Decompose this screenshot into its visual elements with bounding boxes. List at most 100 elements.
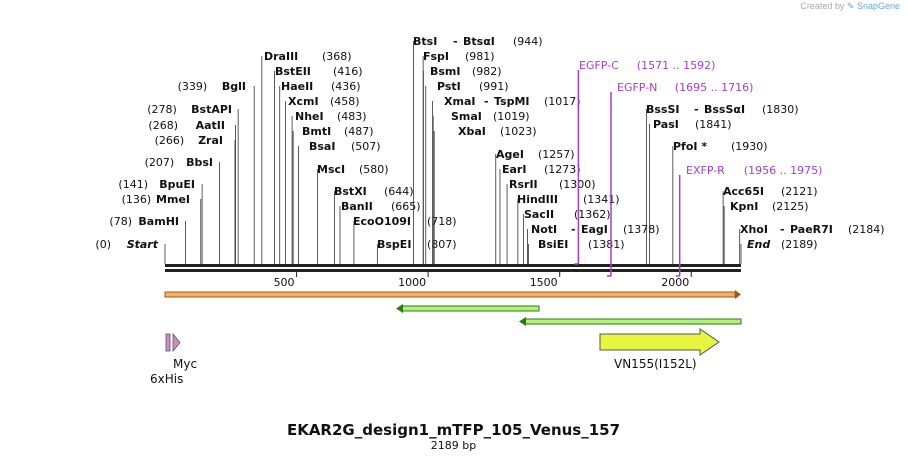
site-name-BstAPI: BstAPI [191,103,232,116]
site-pos-XhoI: (2184) [848,223,885,236]
site-name-XcmI: XcmI [288,95,319,108]
site-pos-MmeI: (136) [122,193,152,206]
site-name-SmaI: SmaI [451,110,482,123]
site-pos-ZraI: (266) [155,134,185,147]
site-name-PfoI *: PfoI * [673,140,707,153]
site-name2-BtsαI: BtsαI [463,35,495,48]
site-pos-XbaI: (1023) [500,125,537,138]
site-name-EarI: EarI [502,163,526,176]
site-pos-XcmI: (458) [330,95,360,108]
site-name-BamHI: BamHI [138,215,179,228]
credit-brand: SnapGene [856,1,900,11]
site-name-BtsI: BtsI [413,35,437,48]
site-pos-BpuEI: (141) [118,178,148,191]
green-orf-2 [524,318,742,325]
primer-name-EGFP-C: EGFP-C [579,59,619,72]
site-pos-Acc65I: (2121) [781,185,818,198]
site-pos-SacII: (1362) [574,208,611,221]
site-pos-PasI: (1841) [695,118,732,131]
site-name-BstEII: BstEII [275,65,311,78]
site-pos-BsmI: (982) [472,65,502,78]
primer-range-EXFP-R: (1956 .. 1975) [744,164,823,177]
site-name-MmeI: MmeI [156,193,190,206]
site-name-NheI: NheI [295,110,324,123]
feature-label-Myc: Myc [173,357,197,371]
site-name-HindIII: HindIII [517,193,558,206]
site-pos-NheI: (483) [337,110,367,123]
site-name-BsiEI: BsiEI [538,238,568,251]
site-pos-KpnI: (2125) [772,200,809,213]
site-name-AgeI: AgeI [496,148,524,161]
site-pos-BstAPI: (278) [147,103,177,116]
primer-range-EGFP-N: (1695 .. 1716) [675,81,754,94]
feature-label-6xHis: 6xHis [150,372,183,386]
primer-name-EXFP-R: EXFP-R [686,164,725,177]
site-name-HaeII: HaeII [281,80,313,93]
site-name-BanII: BanII [341,200,373,213]
site-name-SacII: SacII [524,208,554,221]
site-pos-PstI: (991) [479,80,509,93]
orf-bar [164,291,736,298]
site-dash-BtsI: - [453,35,458,48]
site-pos-DraIII: (368) [322,50,352,63]
site-name-BsaI: BsaI [309,140,335,153]
site-pos-HindIII: (1341) [583,193,620,206]
ruler-label-500: 500 [274,276,295,289]
site-pos-BstEII: (416) [333,65,363,78]
site-pos-BsaI: (507) [351,140,381,153]
snapgene-credit: Created by ✎ SnapGene [800,1,900,12]
site-pos-Start: (0) [95,238,111,251]
green-orf-1-head [396,304,403,313]
site-pos-BamHI: (78) [109,215,132,228]
site-pos-AatII: (268) [148,119,178,132]
site-pos-XmaI: (1017) [544,95,581,108]
site-name-ZraI: ZraI [198,134,223,147]
site-name2-TspMI: TspMI [494,95,530,108]
site-pos-PfoI *: (1930) [731,140,768,153]
orf-arrow-head [735,290,741,299]
site-name-BsmI: BsmI [430,65,461,78]
site-name-End: End [747,238,770,251]
green-orf-2-head [519,317,526,326]
site-pos-BglI: (339) [178,80,208,93]
site-dash-XhoI: - [780,223,785,236]
primer-name-EGFP-N: EGFP-N [617,81,657,94]
ruler-label-1000: 1000 [398,276,426,289]
site-pos-NotI: (1378) [623,223,660,236]
site-name-BssSI: BssSI [646,103,680,116]
site-name-BspEI: BspEI [377,238,411,251]
site-pos-EarI: (1273) [544,163,581,176]
feature-label-vn155: VN155(I152L) [614,357,697,371]
site-pos-BbsI: (207) [145,156,175,169]
green-orf-1 [401,305,540,312]
site-pos-BtsI: (944) [513,35,543,48]
site-pos-BssSI: (1830) [762,103,799,116]
ruler-label-2000: 2000 [661,276,689,289]
his-tag-box [165,333,171,352]
site-pos-EcoO109I: (718) [427,215,457,228]
sequence-length: 2189 bp [430,439,477,452]
site-pos-MscI: (580) [359,163,389,176]
site-pos-SmaI: (1019) [493,110,530,123]
site-name-DraIII: DraIII [264,50,298,63]
site-name-NotI: NotI [531,223,557,236]
site-name-BglI: BglI [222,80,246,93]
site-name2-BssSαI: BssSαI [704,103,745,116]
site-name2-PaeR7I: PaeR7I [790,223,833,236]
site-pos-FspI: (981) [465,50,495,63]
site-name-Acc65I: Acc65I [723,185,764,198]
vn155-cds-arrow [599,328,720,356]
primer-range-EGFP-C: (1571 .. 1592) [637,59,716,72]
site-pos-AgeI: (1257) [538,148,575,161]
site-name-RsrII: RsrII [509,178,538,191]
site-name-KpnI: KpnI [730,200,758,213]
site-name2-EagI: EagI [581,223,608,236]
site-name-EcoO109I: EcoO109I [353,215,411,228]
site-pos-BanII: (665) [391,200,421,213]
map-title: EKAR2G_design1_mTFP_105_Venus_157 [286,421,621,439]
site-dash-NotI: - [571,223,576,236]
site-name-FspI: FspI [423,50,449,63]
site-pos-BsiEI: (1381) [588,238,625,251]
site-name-AatII: AatII [196,119,225,132]
